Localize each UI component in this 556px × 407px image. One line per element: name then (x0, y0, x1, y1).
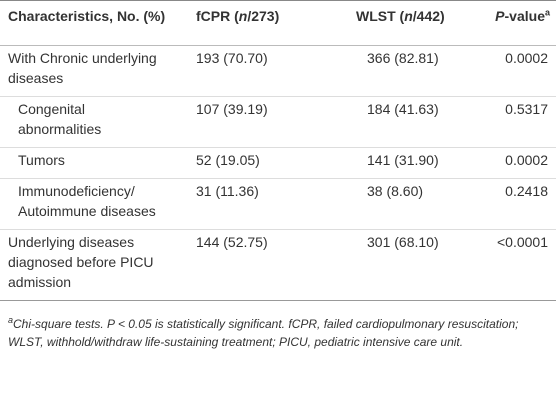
cell: <0.0001 (478, 229, 556, 301)
row-label: Congenital abnormalities (0, 96, 190, 148)
column-header: fCPR (n/273) (190, 0, 350, 46)
column-header: Characteristics, No. (%) (0, 0, 190, 46)
row-label: Underlying diseases diagnosed before PIC… (0, 229, 190, 301)
header-text: /273) (247, 8, 280, 24)
footnote-marker: a (8, 315, 14, 325)
column-header: WLST (n/442) (350, 0, 478, 46)
header-text: /442) (412, 8, 445, 24)
cell: 52 (19.05) (190, 147, 350, 179)
table-body: With Chronic underlying diseases 193 (70.… (0, 45, 556, 301)
cell: 0.5317 (478, 96, 556, 148)
cell: 0.0002 (478, 45, 556, 97)
table-row: Immunodeficiency/ Autoimmune diseases 31 … (0, 178, 556, 230)
footnote-text: Chi-square tests. P < 0.05 is statistica… (8, 317, 519, 349)
header-text: n (404, 8, 413, 24)
header-text: n (238, 8, 248, 24)
cell: 38 (8.60) (350, 178, 478, 230)
row-label: Immunodeficiency/ Autoimmune diseases (0, 178, 190, 230)
cell: 0.0002 (478, 147, 556, 179)
footnote: aChi-square tests. P < 0.05 is statistic… (8, 315, 548, 351)
cell: 141 (31.90) (350, 147, 478, 179)
cell: 366 (82.81) (350, 45, 478, 97)
header-text: P (495, 8, 505, 24)
cell: 144 (52.75) (190, 229, 350, 301)
row-label: Tumors (0, 147, 190, 179)
cell: 193 (70.70) (190, 45, 350, 97)
cell: 0.2418 (478, 178, 556, 230)
header-text: fCPR ( (196, 8, 239, 24)
cell: 107 (39.19) (190, 96, 350, 148)
table-row: Congenital abnormalities 107 (39.19) 184 (… (0, 96, 556, 148)
cell: 31 (11.36) (190, 178, 350, 230)
column-header: P-valuea (478, 0, 556, 46)
header-text: WLST ( (356, 8, 405, 24)
cell: 184 (41.63) (350, 96, 478, 148)
table-row: Tumors 52 (19.05) 141 (31.90) 0.0002 (0, 147, 556, 179)
row-label: With Chronic underlying diseases (0, 45, 190, 97)
data-table: Characteristics, No. (%) fCPR (n/273) WLST… (0, 0, 556, 301)
header-text: a (544, 7, 550, 18)
header-text: Characteristics, No. (%) (8, 8, 166, 24)
table-row: Underlying diseases diagnosed before PIC… (0, 229, 556, 301)
header-text: -value (504, 8, 545, 24)
cell: 301 (68.10) (350, 229, 478, 301)
table-row: With Chronic underlying diseases 193 (70.… (0, 45, 556, 97)
header-row: Characteristics, No. (%) fCPR (n/273) WLST… (0, 0, 556, 46)
